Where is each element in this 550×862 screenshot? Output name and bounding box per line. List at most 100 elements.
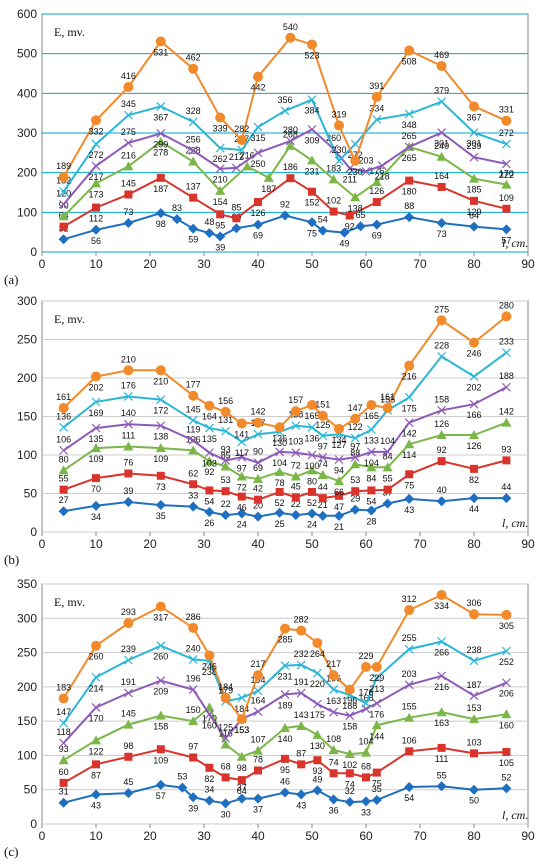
x-tick-label: 60 [359, 257, 373, 271]
data-point [221, 733, 231, 743]
series-1: 5570767362545346425245524447535455759282… [59, 444, 512, 512]
data-point [231, 223, 242, 234]
data-label: 97 [188, 741, 198, 751]
data-label: 282 [234, 124, 249, 134]
data-label: 282 [294, 615, 309, 625]
data-point [404, 712, 415, 722]
data-point [156, 101, 166, 111]
data-point [404, 418, 414, 428]
data-point [204, 506, 215, 517]
data-point [317, 510, 328, 521]
series-line [62, 674, 507, 744]
data-point [59, 422, 69, 432]
data-label: 156 [218, 396, 233, 406]
data-label: 31 [59, 787, 69, 797]
series-line [63, 705, 507, 762]
data-point [469, 173, 479, 183]
data-label: 103 [202, 459, 217, 469]
data-label: 217 [326, 659, 341, 669]
data-point [350, 155, 361, 166]
data-point [501, 382, 511, 392]
data-label: 83 [172, 203, 182, 213]
data-label: 209 [153, 687, 168, 697]
data-label: 135 [202, 434, 217, 444]
x-axis-label: l, cm. [502, 236, 528, 250]
data-label: 140 [121, 408, 136, 418]
data-point [382, 462, 393, 472]
data-point [290, 510, 301, 521]
data-point [328, 744, 339, 754]
data-label: 306 [466, 598, 481, 608]
data-label: 74 [318, 459, 328, 469]
y-tick-label: 0 [30, 245, 37, 259]
data-point [307, 399, 317, 410]
data-point [372, 768, 381, 777]
chart-panel-c: 0 50 100 150 200 250 300 350 0 10 20 30 40 50 60 70 80 90… [4, 577, 535, 859]
data-label: 164 [434, 171, 449, 181]
data-point [329, 769, 338, 778]
data-point [215, 164, 225, 174]
data-point [204, 709, 214, 719]
data-label: 264 [310, 649, 325, 659]
data-point [92, 474, 100, 483]
data-label: 108 [326, 734, 341, 744]
data-label: 98 [237, 763, 247, 773]
data-label: 74 [329, 757, 339, 767]
y-tick-label: 100 [17, 448, 37, 462]
data-point [437, 743, 446, 752]
data-point [318, 431, 328, 441]
data-label: 73 [437, 229, 447, 239]
data-point [156, 395, 166, 404]
data-label: 112 [89, 214, 103, 224]
data-label: 37 [237, 783, 247, 793]
data-label: 229 [358, 651, 373, 661]
data-point [437, 352, 447, 361]
data-label: 48 [204, 217, 214, 227]
y-tick-label: 200 [17, 371, 37, 385]
data-point [329, 707, 339, 717]
data-label: 92 [204, 467, 214, 477]
data-label: 161 [380, 392, 395, 402]
data-point [350, 504, 361, 515]
data-point [350, 459, 361, 469]
data-point [501, 783, 512, 794]
data-label: 44 [501, 482, 511, 492]
data-label: 69 [253, 231, 263, 241]
data-point [220, 510, 231, 521]
data-point [156, 421, 166, 431]
data-point [502, 456, 511, 465]
data-point [237, 693, 247, 703]
panel-label: (b) [4, 552, 19, 567]
data-label: 218 [375, 172, 390, 182]
data-point [350, 139, 360, 149]
data-label: 170 [499, 169, 514, 179]
data-point [280, 661, 290, 671]
data-point [371, 795, 382, 805]
data-point [345, 163, 355, 173]
data-point [404, 392, 414, 402]
data-label: 120 [56, 188, 71, 198]
series-4: 1361691761721451351311171271301381361251… [56, 337, 514, 458]
data-point [469, 101, 479, 112]
data-label: 165 [304, 411, 319, 421]
data-point [237, 145, 247, 155]
data-point [405, 176, 414, 185]
x-tick-label: 30 [197, 257, 211, 271]
data-point [436, 315, 447, 326]
data-point [366, 425, 376, 435]
data-point [361, 661, 371, 672]
data-point [123, 138, 133, 148]
data-point [404, 493, 415, 504]
data-point [221, 455, 231, 465]
data-label: 93 [501, 444, 511, 454]
data-point [275, 447, 285, 457]
data-label: 73 [123, 207, 133, 217]
data-point [253, 745, 263, 755]
data-point [59, 199, 69, 209]
data-label: 189 [56, 161, 71, 171]
data-point [215, 112, 226, 123]
data-label: 216 [121, 150, 136, 160]
data-point [404, 45, 415, 56]
x-tick-label: 0 [39, 257, 46, 271]
data-point [334, 510, 344, 521]
